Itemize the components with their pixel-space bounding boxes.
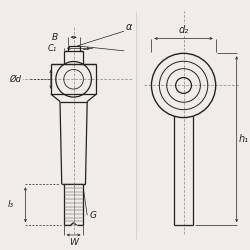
Text: C₁: C₁	[47, 44, 56, 53]
Text: l₃: l₃	[8, 200, 14, 209]
Text: d₂: d₂	[178, 25, 189, 35]
Text: h₁: h₁	[239, 134, 249, 144]
Text: G: G	[90, 211, 97, 220]
Text: W: W	[69, 238, 78, 247]
Text: B: B	[52, 33, 58, 42]
Text: $\alpha$: $\alpha$	[125, 22, 133, 32]
Text: Ød: Ød	[10, 75, 22, 84]
